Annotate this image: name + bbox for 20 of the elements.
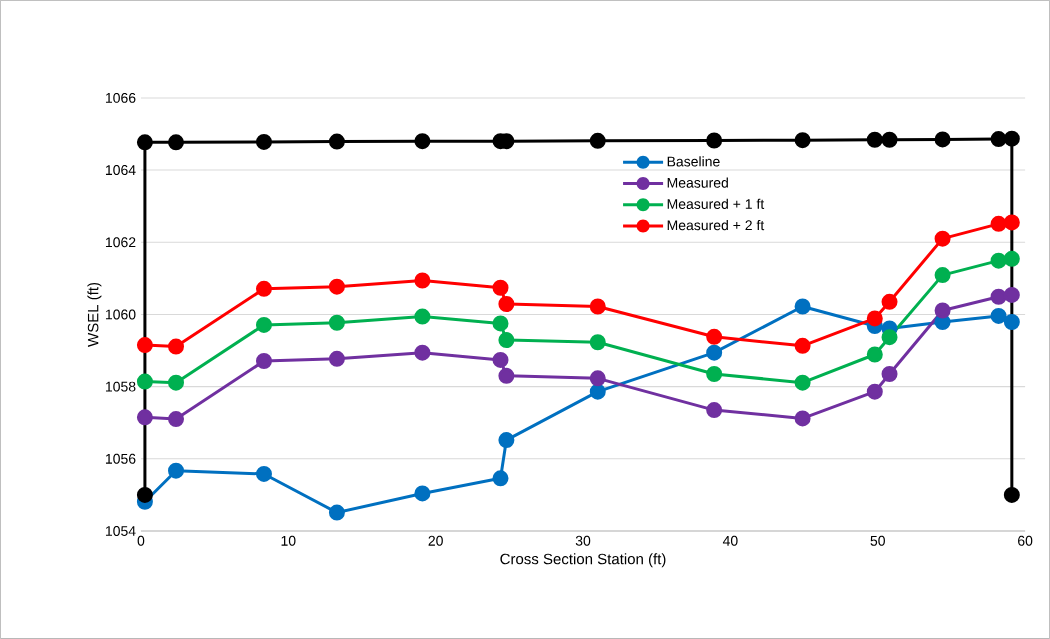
x-tick-label: 20	[428, 535, 443, 546]
y-tick-label: 1060	[105, 309, 136, 320]
y-tick-label: 1056	[105, 453, 136, 464]
legend-label: Baseline	[667, 156, 720, 167]
x-tick-label: 60	[1018, 535, 1033, 546]
x-tick-label: 0	[137, 535, 145, 546]
x-axis-title: Cross Section Station (ft)	[500, 553, 666, 568]
legend-label: Measured + 1 ft	[667, 198, 765, 210]
x-tick-label: 30	[575, 535, 591, 546]
legend-label: Measured	[667, 177, 728, 188]
y-tick-label: 1058	[105, 381, 136, 392]
x-tick-label: 50	[870, 535, 885, 546]
y-tick-label: 1064	[105, 165, 136, 176]
legend-label: Measured + 2 ft	[667, 219, 765, 231]
y-tick-label: 1054	[105, 526, 136, 536]
y-axis-title: WSEL (ft)	[87, 282, 102, 347]
y-tick-label: 1062	[105, 237, 136, 248]
x-tick-label: 10	[281, 535, 296, 546]
x-tick-label: 40	[722, 535, 738, 546]
y-tick-label: 1066	[105, 92, 136, 103]
